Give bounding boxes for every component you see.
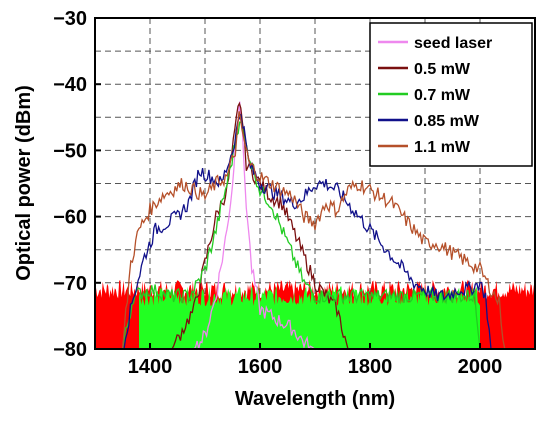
noise-fill-1 bbox=[139, 286, 480, 349]
x-tick-label: 2000 bbox=[458, 356, 503, 378]
legend-label: 1.1 mW bbox=[414, 139, 471, 156]
series-line-0.5-mW bbox=[95, 101, 535, 349]
series-line-0.85-mW bbox=[95, 113, 535, 349]
x-axis-title: Wavelength (nm) bbox=[235, 388, 395, 410]
y-tick-label: −40 bbox=[53, 74, 87, 96]
series-lines bbox=[95, 101, 535, 349]
x-axis-ticks: 1400 1600 1800 2000 bbox=[128, 343, 503, 378]
legend-label: 0.5 mW bbox=[414, 61, 471, 78]
x-tick-label: 1600 bbox=[238, 356, 283, 378]
legend-label: seed laser bbox=[414, 35, 492, 52]
x-tick-label: 1800 bbox=[348, 356, 393, 378]
y-axis-title: Optical power (dBm) bbox=[13, 85, 35, 281]
legend-label: 0.85 mW bbox=[414, 113, 480, 130]
y-tick-label: −50 bbox=[53, 140, 87, 162]
y-tick-label: −30 bbox=[53, 8, 87, 30]
series-line-1.1-mW bbox=[95, 111, 535, 349]
x-tick-label: 1400 bbox=[128, 356, 173, 378]
legend-label: 0.7 mW bbox=[414, 87, 471, 104]
y-axis-ticks: −30 −40 −50 −60 −70 −80 bbox=[53, 8, 101, 361]
y-tick-label: −60 bbox=[53, 207, 87, 229]
series-line-seed-laser bbox=[95, 101, 535, 349]
legend: seed laser 0.5 mW 0.7 mW 0.85 mW 1.1 mW bbox=[369, 22, 533, 167]
series-line-0.7-mW bbox=[95, 121, 535, 349]
y-tick-label: −80 bbox=[53, 339, 87, 361]
y-tick-label: −70 bbox=[53, 273, 87, 295]
plot-frame bbox=[94, 17, 536, 350]
